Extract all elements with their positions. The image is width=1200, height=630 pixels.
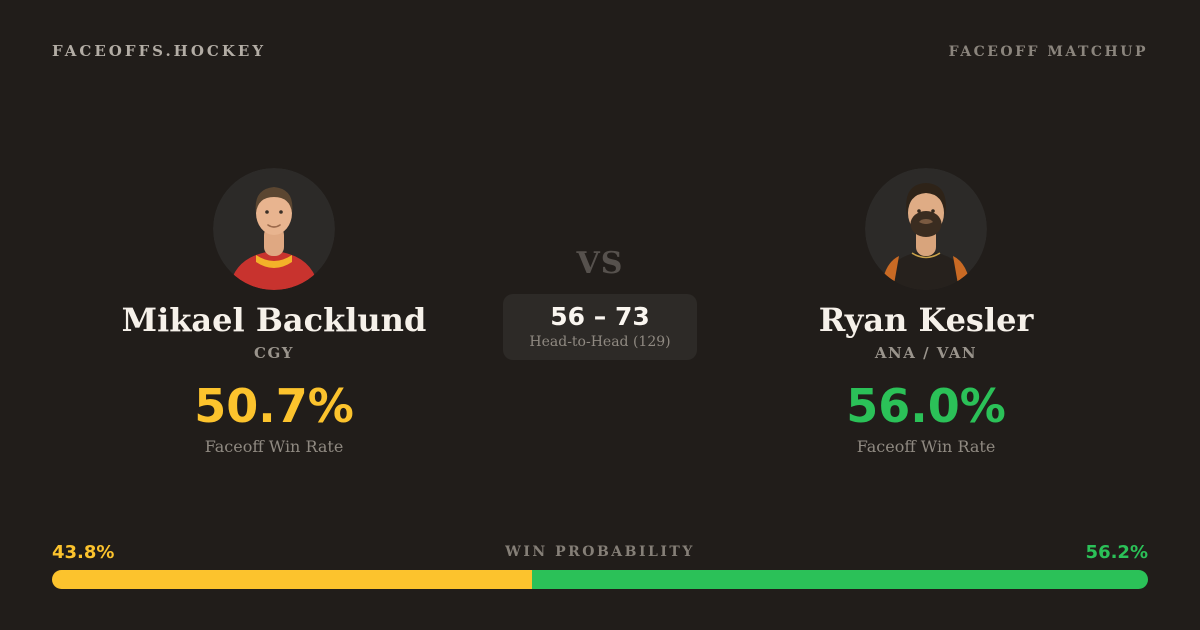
- win-probability-bar: [52, 570, 1148, 589]
- player-team-left: CGY: [254, 344, 294, 362]
- win-probability-left-value: 43.8%: [52, 542, 115, 563]
- player-team-right: ANA / VAN: [874, 344, 978, 362]
- win-rate-value-left: 50.7%: [194, 379, 354, 433]
- page-title: FACEOFF MATCHUP: [948, 44, 1148, 60]
- vs-label: VS: [576, 246, 624, 281]
- win-probability-title: WIN PROBABILITY: [505, 544, 695, 560]
- win-bar-left-segment: [52, 570, 533, 589]
- win-rate-label-right: Faceoff Win Rate: [856, 437, 996, 456]
- head-to-head-pill: 56 – 73 Head-to-Head (129): [503, 294, 697, 360]
- player-name-left: Mikael Backlund: [121, 301, 427, 339]
- win-rate-label-left: Faceoff Win Rate: [204, 437, 344, 456]
- brand-wordmark: FACEOFFS.HOCKEY: [52, 42, 267, 60]
- win-probability-right-value: 56.2%: [1085, 542, 1148, 563]
- player-name-right: Ryan Kesler: [818, 301, 1034, 339]
- header: FACEOFFS.HOCKEY FACEOFF MATCHUP: [52, 42, 1148, 60]
- player-card-right: Ryan Kesler ANA / VAN 56.0% Faceoff Win …: [726, 168, 1126, 456]
- matchup-center: VS 56 – 73 Head-to-Head (129): [450, 248, 750, 360]
- win-bar-right-segment: [532, 570, 1148, 589]
- player-headshot-right-icon: [865, 168, 987, 290]
- head-to-head-score: 56 – 73: [550, 302, 650, 331]
- win-probability-labels: 43.8% WIN PROBABILITY 56.2%: [52, 542, 1148, 564]
- player-card-left: Mikael Backlund CGY 50.7% Faceoff Win Ra…: [74, 168, 474, 456]
- head-to-head-label: Head-to-Head (129): [529, 334, 671, 350]
- win-rate-value-right: 56.0%: [846, 379, 1006, 433]
- player-headshot-left-icon: [213, 168, 335, 290]
